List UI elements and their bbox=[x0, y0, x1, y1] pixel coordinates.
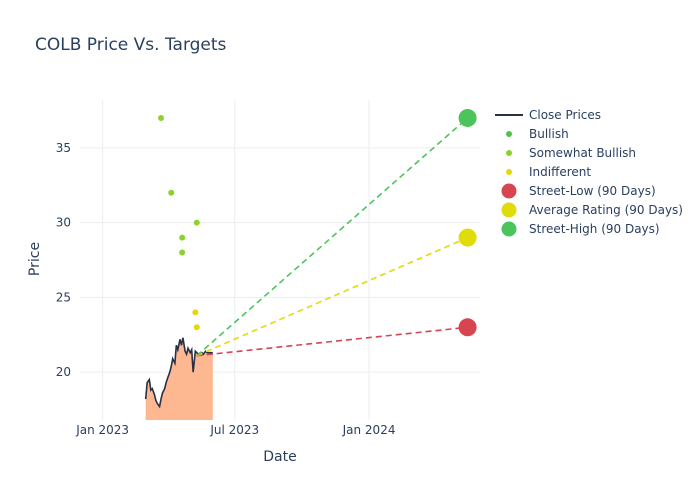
rating-point-somewhat-bullish[interactable] bbox=[179, 249, 186, 256]
rating-point-somewhat-bullish[interactable] bbox=[193, 219, 200, 226]
gridlines bbox=[80, 100, 480, 420]
target-line-average bbox=[196, 236, 468, 357]
x-tick-label: Jan 2024 bbox=[342, 423, 396, 437]
target-line-street-high bbox=[196, 117, 469, 357]
rating-point-indifferent[interactable] bbox=[193, 324, 200, 331]
legend-dot-icon bbox=[501, 202, 517, 218]
legend-item-label[interactable]: Somewhat Bullish bbox=[529, 146, 636, 160]
legend-dot-icon bbox=[506, 169, 512, 175]
x-tick-label: Jul 2023 bbox=[209, 423, 259, 437]
legend-item-label[interactable]: Street-Low (90 Days) bbox=[529, 184, 656, 198]
rating-point-indifferent[interactable] bbox=[192, 309, 199, 316]
legend-item-label[interactable]: Street-High (90 Days) bbox=[529, 222, 660, 236]
y-tick-label: 30 bbox=[56, 216, 71, 230]
x-axis-title: Date bbox=[263, 449, 296, 465]
target-marker-street-low[interactable] bbox=[458, 318, 477, 337]
legend-item-label[interactable]: Indifferent bbox=[529, 165, 591, 179]
chart-title: COLB Price Vs. Targets bbox=[35, 35, 227, 55]
rating-point-somewhat-bullish[interactable] bbox=[168, 189, 175, 196]
target-marker-average[interactable] bbox=[458, 228, 477, 247]
x-tick-label: Jan 2023 bbox=[75, 423, 129, 437]
y-tick-label: 35 bbox=[56, 141, 71, 155]
close-price-line bbox=[144, 337, 213, 409]
legend-dot-icon bbox=[506, 131, 512, 137]
y-axis-title: Price bbox=[27, 242, 43, 276]
rating-point-somewhat-bullish[interactable] bbox=[158, 114, 165, 121]
close-price-area bbox=[145, 337, 213, 420]
y-tick-label: 20 bbox=[56, 365, 71, 379]
legend-item-label[interactable]: Bullish bbox=[529, 127, 569, 141]
rating-point-somewhat-bullish[interactable] bbox=[179, 234, 186, 241]
legend-item-label[interactable]: Average Rating (90 Days) bbox=[529, 203, 683, 217]
target-marker-street-high[interactable] bbox=[458, 108, 477, 127]
legend-dot-icon bbox=[501, 221, 517, 237]
target-line-street-low bbox=[196, 326, 468, 357]
y-tick-label: 25 bbox=[56, 290, 71, 304]
legend-dot-icon bbox=[506, 150, 512, 156]
legend-dot-icon bbox=[501, 183, 517, 199]
plot-area: Jan 2023 Jul 2023 Jan 2024 20 25 30 35 bbox=[56, 100, 480, 437]
series-layer bbox=[144, 108, 477, 420]
legend-item-label[interactable]: Close Prices bbox=[529, 108, 601, 122]
tick-labels: Jan 2023 Jul 2023 Jan 2024 20 25 30 35 bbox=[56, 141, 396, 437]
legend[interactable]: Close Prices Bullish Somewhat Bullish Indif… bbox=[495, 108, 683, 237]
